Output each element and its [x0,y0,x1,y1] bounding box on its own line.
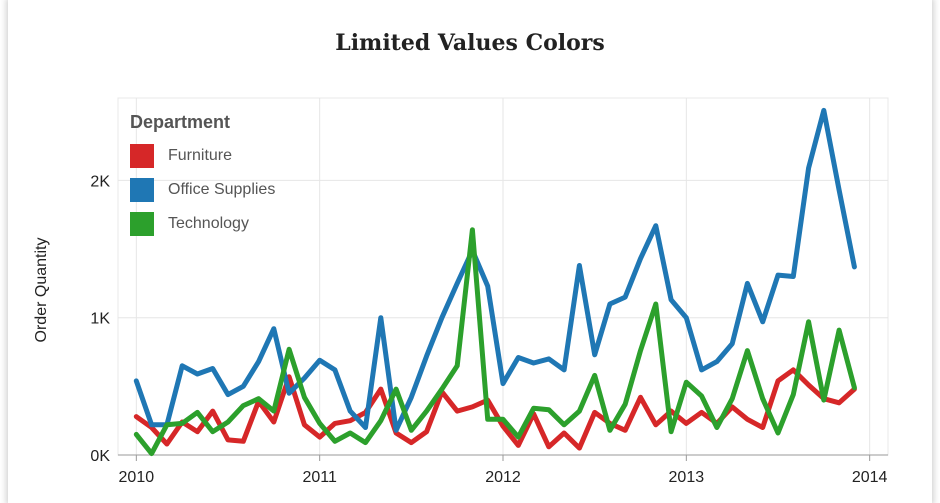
x-tick-label: 2014 [852,469,888,486]
legend-title: Department [130,112,231,132]
legend-label-furniture: Furniture [168,147,233,164]
legend-swatch-office-supplies [130,178,154,202]
legend-label-office-supplies: Office Supplies [168,181,276,198]
y-tick-label: 1K [90,311,110,328]
legend: Department Furniture Office Supplies Tec… [130,112,275,241]
x-tick-label: 2011 [302,469,337,486]
y-tick-label: 2K [90,173,110,190]
y-axis-label: Order Quantity [33,238,50,343]
axes: 0K 1K 2K 2010 2011 2012 2013 2014 [90,173,888,486]
x-tick-label: 2013 [669,469,705,486]
x-tick-label: 2012 [485,469,521,486]
y-tick-label: 0K [90,448,110,465]
legend-item-office-supplies: Office Supplies [130,173,275,207]
legend-swatch-technology [130,212,154,236]
chart-title: Limited Values Colors [335,30,605,56]
legend-item-technology: Technology [130,207,275,241]
legend-label-technology: Technology [168,215,249,232]
series-line-furniture [133,367,857,451]
series-line-office-supplies [133,107,857,433]
series-lines [133,107,857,457]
x-tick-label: 2010 [119,469,155,486]
series-line-technology [133,227,857,457]
legend-swatch-furniture [130,144,154,168]
chart-frame: Limited Values Colors 0K 1K 2K 2010 2011 2012… [8,0,932,503]
legend-item-furniture: Furniture [130,139,275,173]
line-chart: 0K 1K 2K 2010 2011 2012 2013 2014 Order Quantit… [33,97,889,486]
